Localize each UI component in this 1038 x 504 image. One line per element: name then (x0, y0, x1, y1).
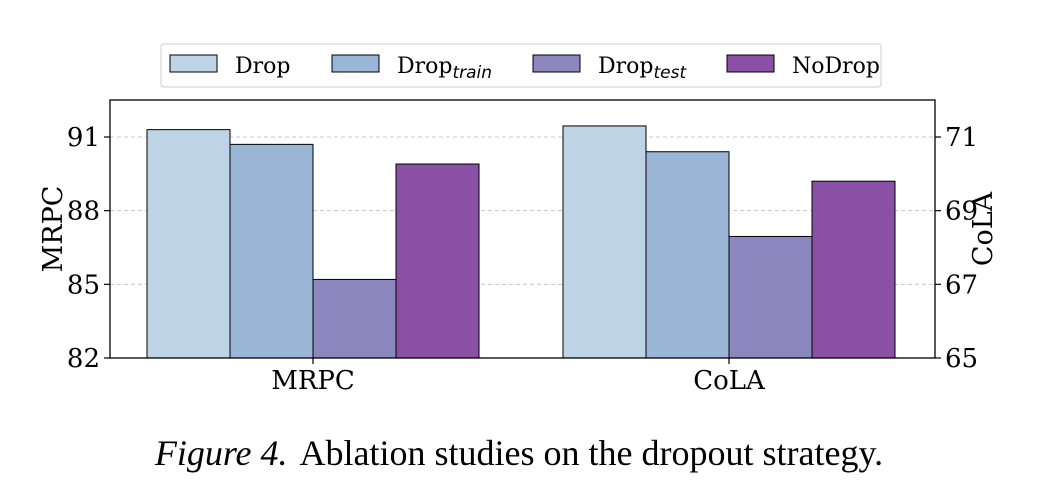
bar-cola-drop-train (645, 151, 730, 359)
bar-mrpc-drop-train (229, 143, 314, 359)
y-tick-label-right: 67 (945, 270, 978, 300)
y-tick-label-left: 91 (67, 123, 100, 153)
legend-label: Drop (235, 54, 290, 79)
y-tick-label-right: 69 (945, 197, 978, 227)
bar-mrpc-drop (146, 129, 231, 359)
y-tick-label-right: 65 (945, 344, 978, 374)
legend-label: NoDrop (792, 54, 880, 79)
figure-caption: Figure 4. Ablation studies on the dropout… (0, 432, 1038, 474)
legend-swatch (726, 54, 775, 73)
bar-mrpc-nodrop (395, 163, 480, 359)
bar-mrpc-drop-test (312, 278, 397, 359)
y-axis-label-right: CoLA (968, 191, 999, 266)
legend: Drop Droptrain Droptest NoDrop (160, 43, 882, 88)
axes: 82 85 88 91 65 67 69 71 MRPC CoLA MRPC CoLA (38, 123, 999, 396)
bar-cola-drop (562, 125, 647, 359)
chart: Drop Droptrain Droptest NoDrop 82 85 88 91 65 67… (38, 43, 999, 396)
bar-cola-nodrop (811, 180, 896, 359)
legend-swatch (169, 54, 218, 73)
x-tick-label: MRPC (271, 366, 355, 396)
bar-cola-drop-test (728, 235, 813, 359)
legend-swatch (532, 54, 581, 73)
y-tick-label-left: 88 (67, 197, 100, 227)
y-tick-label-left: 82 (67, 344, 100, 374)
y-axis-label-left: MRPC (38, 186, 69, 273)
x-tick-label: CoLA (693, 366, 766, 396)
legend-swatch (331, 54, 380, 73)
plot-frame (109, 99, 936, 359)
caption-text: Ablation studies on the dropout strategy… (299, 433, 884, 473)
y-tick-label-right: 71 (945, 123, 978, 153)
figure-label: Figure 4. (154, 433, 288, 473)
y-tick-label-left: 85 (67, 270, 100, 300)
bars (146, 125, 896, 359)
